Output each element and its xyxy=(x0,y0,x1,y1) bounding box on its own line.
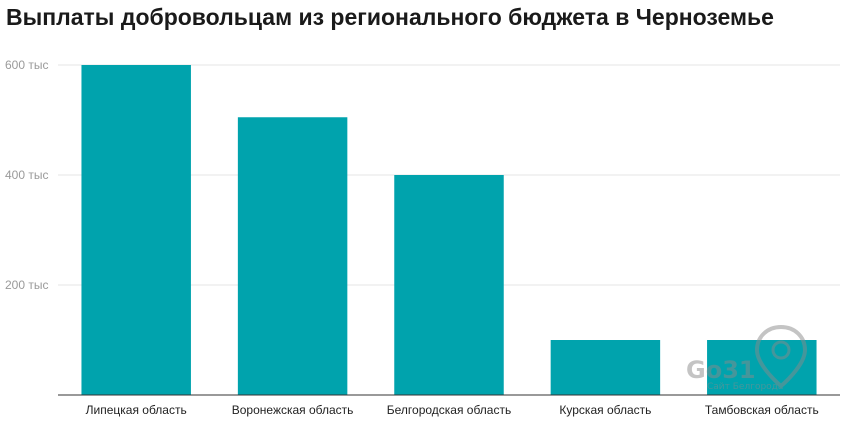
y-tick-label: 600 тыс xyxy=(5,58,48,72)
x-category-label: Курская область xyxy=(559,403,651,417)
x-axis-categories: Липецкая область Воронежская область Белго… xyxy=(86,403,819,417)
x-category-label: Липецкая область xyxy=(86,403,187,417)
y-tick-label: 200 тыс xyxy=(5,278,48,292)
watermark-logo: Go31 Сайт Белгорода xyxy=(686,324,808,392)
x-category-label: Воронежская область xyxy=(232,403,354,417)
bar xyxy=(550,340,661,395)
bar xyxy=(237,117,348,395)
chart-title: Выплаты добровольцам из регионального бю… xyxy=(6,4,774,30)
bar xyxy=(394,175,504,395)
x-category-label: Тамбовская область xyxy=(705,403,819,417)
y-tick-label: 400 тыс xyxy=(5,168,48,182)
bars xyxy=(81,65,817,395)
watermark-tagline: Сайт Белгорода xyxy=(707,382,783,392)
x-category-label: Белгородская область xyxy=(387,403,511,417)
y-axis-ticks: 200 тыс 400 тыс 600 тыс xyxy=(5,58,48,292)
map-pin-icon xyxy=(754,324,808,389)
bar xyxy=(81,65,191,395)
watermark-logo-text: Go31 xyxy=(686,356,756,384)
